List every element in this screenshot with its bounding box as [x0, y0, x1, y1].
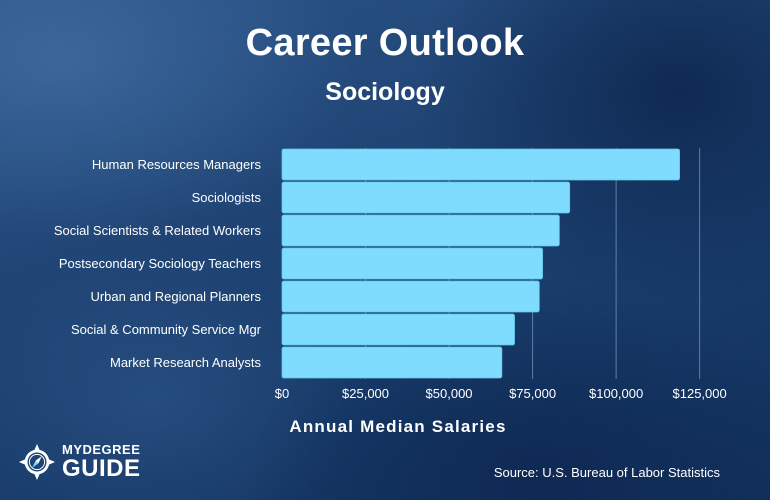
bar: [281, 247, 544, 280]
category-label: Postsecondary Sociology Teachers: [59, 256, 262, 271]
category-label: Human Resources Managers: [92, 157, 262, 172]
chart-subtitle: Sociology: [325, 78, 445, 106]
brand-wordmark: MYDEGREE GUIDE: [62, 443, 141, 481]
chart-title: Career Outlook: [245, 22, 525, 64]
brand-line-1: MYDEGREE: [62, 442, 141, 457]
category-label: Social & Community Service Mgr: [71, 322, 262, 337]
bar: [281, 181, 571, 214]
category-label: Market Research Analysts: [110, 355, 262, 370]
x-tick-labels: $0 $25,000 $50,000 $75,000 $100,000 $125,000: [275, 386, 727, 401]
compass-icon: [18, 443, 56, 481]
x-tick-label: $0: [275, 386, 289, 401]
bar: [281, 214, 560, 247]
bars: [281, 148, 681, 379]
bar: [281, 313, 515, 346]
bar: [281, 346, 503, 379]
x-tick-label: $100,000: [589, 386, 643, 401]
brand-logo: MYDEGREE GUIDE: [18, 440, 141, 484]
x-tick-label: $75,000: [509, 386, 556, 401]
category-labels: Human Resources Managers Sociologists Soci…: [54, 157, 262, 370]
brand-line-2: GUIDE: [62, 455, 141, 482]
category-label: Urban and Regional Planners: [90, 289, 261, 304]
category-label: Sociologists: [192, 190, 262, 205]
x-axis-label: Annual Median Salaries: [289, 417, 507, 436]
bar: [281, 280, 540, 313]
category-label: Social Scientists & Related Workers: [54, 223, 262, 238]
x-tick-label: $125,000: [673, 386, 727, 401]
source-note: Source: U.S. Bureau of Labor Statistics: [493, 465, 720, 480]
x-tick-label: $50,000: [426, 386, 473, 401]
x-tick-label: $25,000: [342, 386, 389, 401]
bar: [281, 148, 681, 181]
